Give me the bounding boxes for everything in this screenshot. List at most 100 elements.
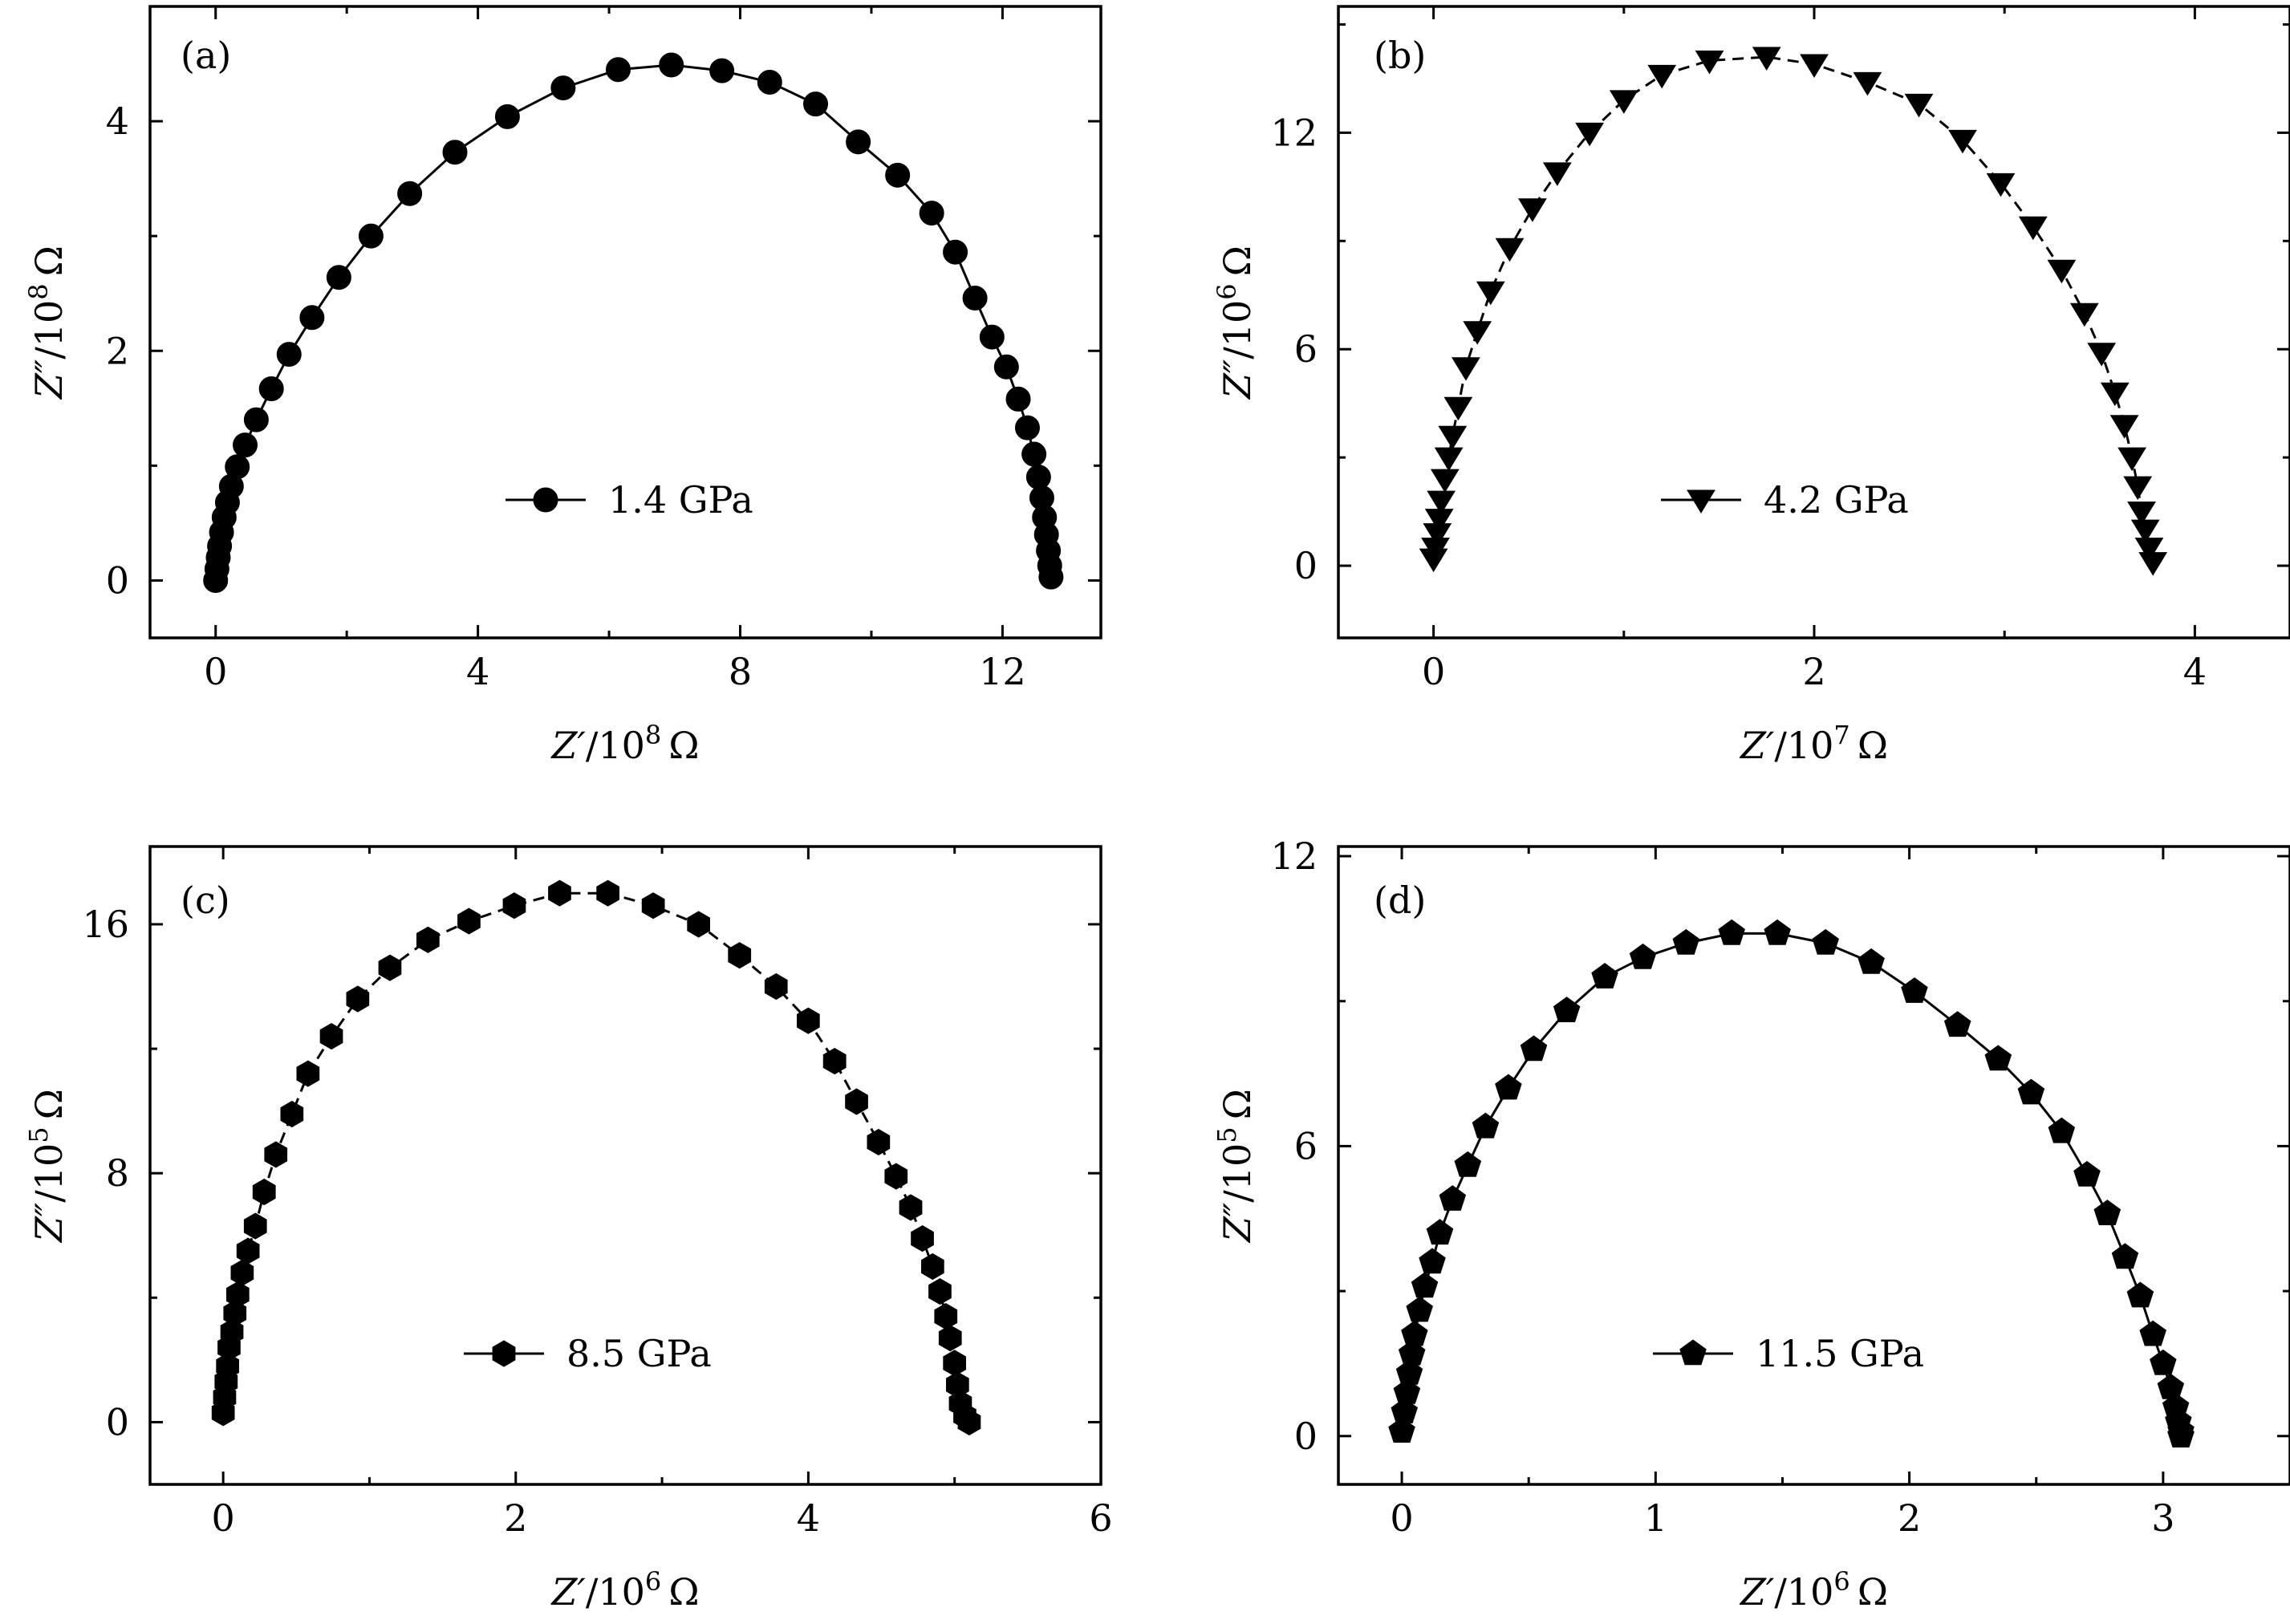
data-point	[962, 285, 988, 311]
data-point	[943, 239, 968, 265]
panel-1: 0 4 8 12 0 2 4 Z′/108 Ω Z″/108 Ω (a) 1.4 GPa	[23, 5, 1102, 767]
data-point	[502, 892, 526, 920]
data-point	[2048, 1117, 2076, 1143]
data-point	[1395, 1358, 1423, 1385]
data-point	[1025, 465, 1051, 490]
data-point	[1800, 54, 1829, 78]
data-point	[1520, 1035, 1548, 1062]
legend-label: 4.2 GPa	[1764, 478, 1909, 522]
data-point	[1647, 64, 1677, 89]
data-point	[442, 140, 468, 165]
data-point	[606, 57, 631, 83]
data-point	[1986, 173, 2016, 197]
data-point	[1853, 71, 1882, 96]
data-point	[764, 972, 788, 1001]
data-point	[2069, 302, 2099, 327]
data-point	[319, 1023, 343, 1050]
y-axis-label: Z″/105 Ω	[1212, 1089, 1259, 1244]
panel-label: (a)	[181, 34, 231, 77]
data-point	[1542, 162, 1572, 186]
data-point	[2134, 538, 2164, 562]
y-tick-label: 4	[106, 99, 129, 143]
data-point	[1943, 1011, 1971, 1037]
data-point	[416, 926, 440, 953]
data-point	[2130, 519, 2160, 544]
data-point	[1575, 122, 1604, 147]
plot-frame	[148, 5, 1102, 639]
y-axis-label: Z″/105 Ω	[23, 1089, 71, 1244]
data-point	[2018, 216, 2048, 241]
data-point	[2100, 382, 2130, 407]
data-point	[1427, 490, 1456, 515]
data-point	[1454, 1151, 1482, 1177]
data-point	[326, 265, 351, 290]
x-axis-label: Z′/107 Ω	[1739, 720, 1888, 767]
data-point	[280, 1100, 304, 1128]
x-tick-label: 3	[2151, 1496, 2174, 1540]
x-tick-label: 2	[1898, 1496, 1921, 1540]
plot-frame	[1337, 845, 2290, 1486]
data-point	[1672, 928, 1700, 955]
data-point	[299, 305, 325, 331]
data-point	[225, 454, 250, 480]
data-point	[2127, 501, 2156, 526]
data-point	[1695, 51, 1724, 75]
data-point	[243, 1212, 267, 1240]
data-point	[803, 91, 828, 117]
x-tick-label: 0	[1390, 1496, 1413, 1540]
data-point	[1398, 1339, 1426, 1366]
data-point	[346, 985, 370, 1013]
data-point	[494, 104, 520, 129]
data-point	[226, 1281, 250, 1308]
data-point	[1553, 997, 1581, 1022]
x-axis-label: Z′/106 Ω	[550, 1566, 699, 1614]
data-point	[1718, 919, 1745, 945]
x-tick-label: 4	[797, 1496, 820, 1540]
data-point	[233, 432, 258, 458]
data-point	[845, 1088, 868, 1115]
legend-label: 8.5 GPa	[566, 1332, 712, 1375]
data-point	[2126, 1281, 2154, 1308]
data-point	[1764, 919, 1791, 945]
x-tick-label: 4	[466, 650, 489, 693]
y-tick-label: 0	[106, 1400, 129, 1443]
data-point	[230, 1259, 254, 1286]
data-point	[1439, 1185, 1467, 1211]
data-point	[757, 69, 782, 95]
data-point	[1495, 238, 1525, 262]
data-point	[928, 1278, 952, 1305]
data-point	[296, 1060, 320, 1087]
data-point	[220, 1318, 244, 1346]
data-point	[2087, 343, 2117, 367]
data-point	[885, 162, 911, 188]
data-point	[223, 1300, 247, 1327]
data-point	[276, 342, 302, 367]
data-point	[1629, 943, 1657, 969]
data-point	[397, 181, 423, 206]
data-point	[596, 879, 619, 907]
y-tick-label: 16	[82, 903, 129, 946]
data-point	[1591, 962, 1618, 989]
x-tick-label: 2	[504, 1496, 527, 1540]
data-point	[1752, 47, 1781, 71]
data-point	[1388, 1417, 1415, 1443]
legend-marker	[492, 1340, 516, 1367]
data-point	[797, 1007, 820, 1034]
data-point	[1434, 447, 1464, 472]
data-point	[2109, 415, 2139, 439]
data-point	[2139, 1320, 2166, 1346]
panel-2: 0 2 4 0 6 12 Z′/107 Ω Z″/106 Ω (b) 4.2 GPa	[1212, 5, 2290, 767]
x-tick-label: 6	[1089, 1496, 1112, 1540]
data-point	[2047, 259, 2077, 284]
y-tick-label: 2	[106, 329, 129, 372]
data-point	[358, 223, 384, 249]
x-tick-label: 8	[729, 650, 752, 693]
data-point	[1812, 928, 1839, 955]
data-point	[457, 907, 481, 935]
data-point	[1476, 281, 1505, 306]
data-point	[659, 52, 684, 78]
data-point	[919, 201, 944, 226]
data-point	[2138, 552, 2168, 576]
y-axis-label: Z″/108 Ω	[23, 246, 71, 400]
data-point	[1401, 1320, 1428, 1346]
